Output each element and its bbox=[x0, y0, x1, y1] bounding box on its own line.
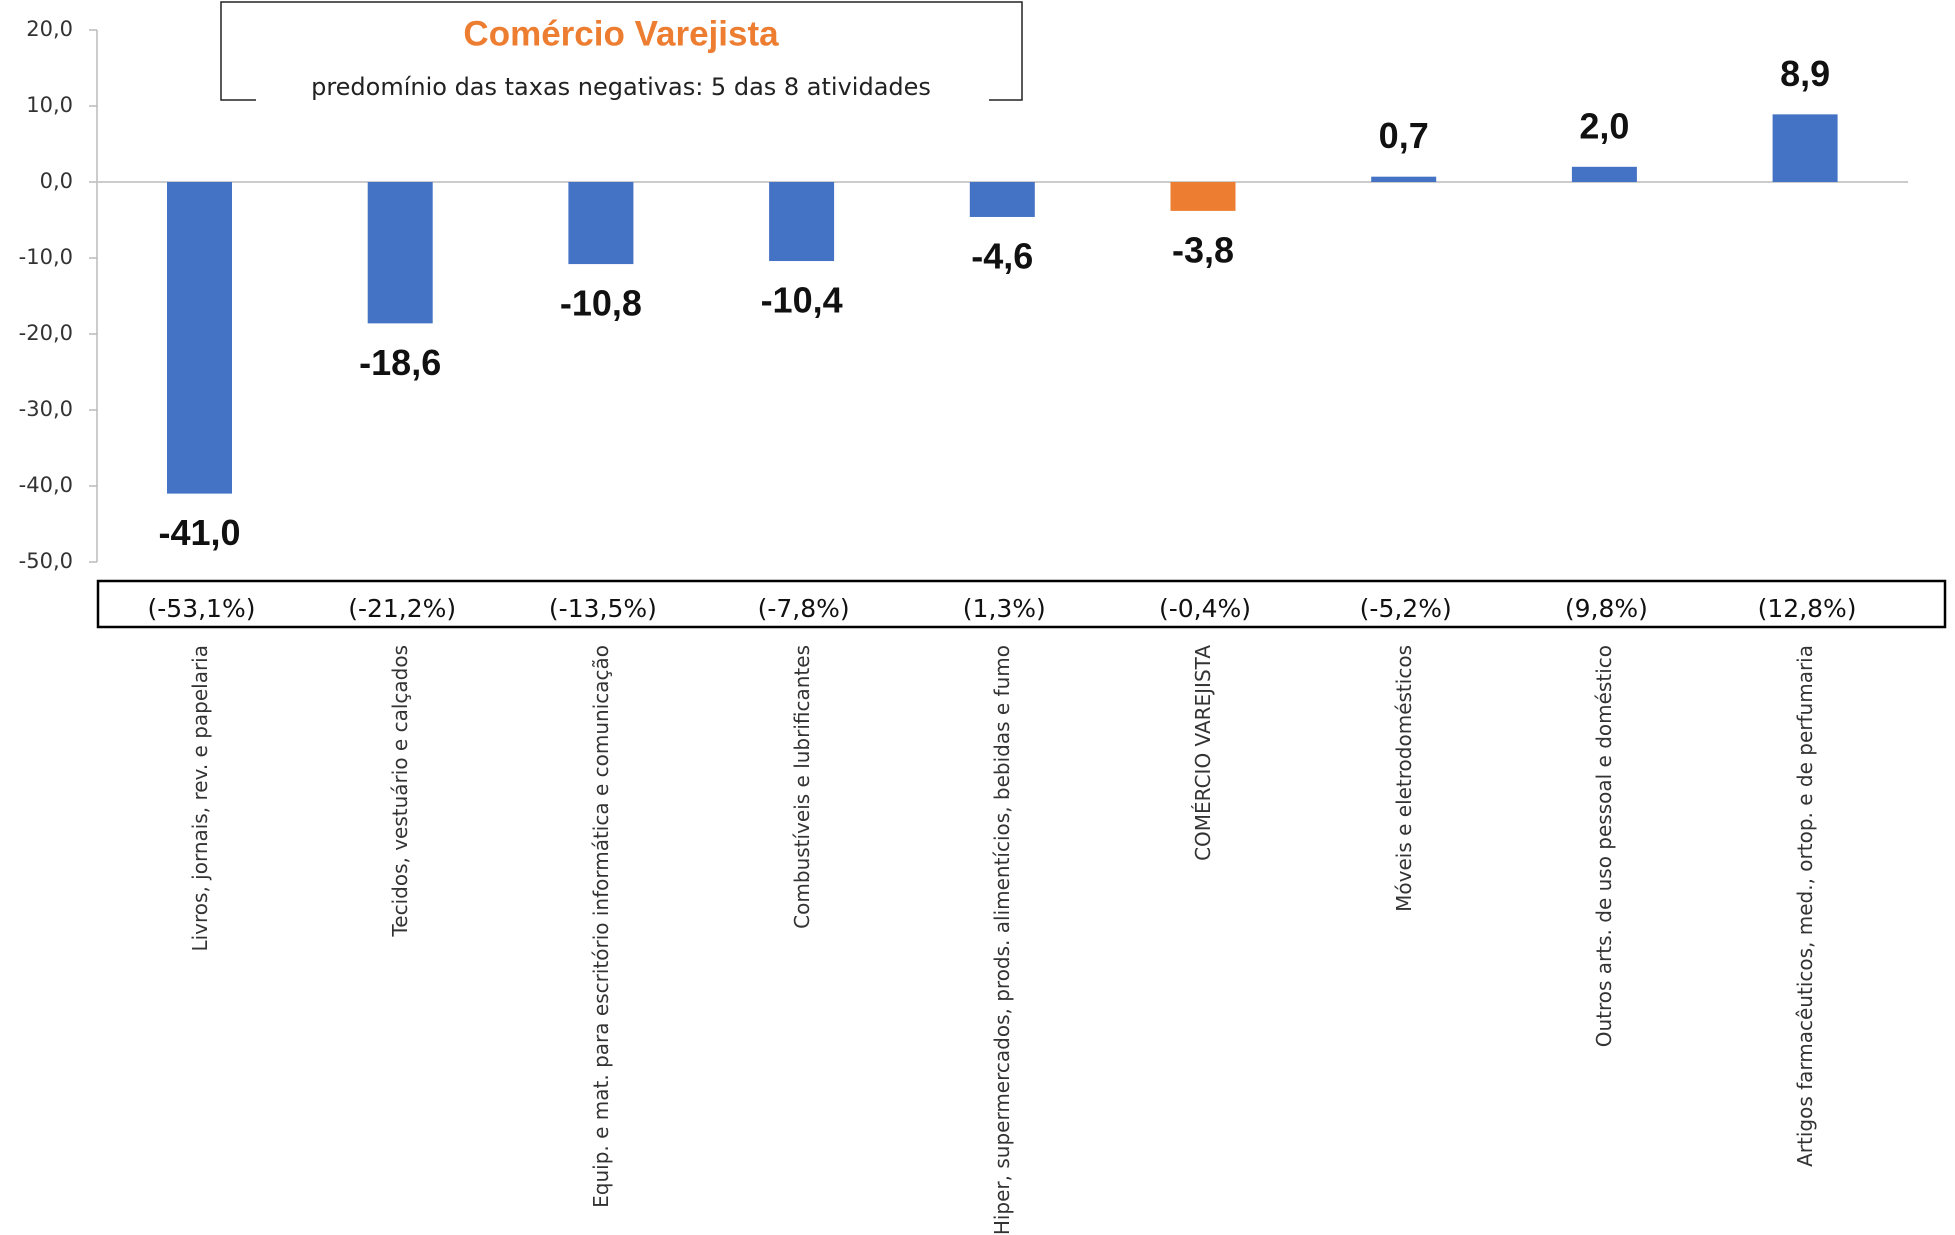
y-tick-label: 0,0 bbox=[40, 169, 73, 193]
category-label: Equip. e mat. para escritório informátic… bbox=[588, 645, 613, 1208]
category-label: Artigos farmacêuticos, med., ortop. e de… bbox=[1793, 645, 1818, 1167]
category-label: Móveis e eletrodomésticos bbox=[1391, 645, 1416, 912]
bar bbox=[969, 182, 1035, 217]
y-tick-label: -30,0 bbox=[19, 397, 73, 421]
rate-label: (1,3%) bbox=[963, 594, 1046, 623]
value-label: -18,6 bbox=[359, 342, 441, 383]
bar bbox=[1571, 166, 1637, 182]
value-label: -41,0 bbox=[158, 512, 240, 553]
y-tick-label: -10,0 bbox=[19, 245, 73, 269]
chart-subtitle: predomínio das taxas negativas: 5 das 8 … bbox=[311, 73, 931, 101]
category-label: Outros arts. de uso pessoal e doméstico bbox=[1592, 645, 1617, 1048]
bar bbox=[1772, 114, 1838, 182]
rate-label: (-21,2%) bbox=[348, 594, 456, 623]
rate-label: (9,8%) bbox=[1565, 594, 1648, 623]
value-label: -4,6 bbox=[971, 235, 1033, 276]
bar bbox=[1371, 176, 1437, 182]
rate-label: (12,8%) bbox=[1758, 594, 1857, 623]
value-label: -3,8 bbox=[1172, 229, 1234, 270]
rate-label: (-7,8%) bbox=[758, 594, 850, 623]
y-tick-label: -50,0 bbox=[19, 549, 73, 573]
category-label: COMÉRCIO VAREJISTA bbox=[1191, 645, 1215, 861]
title-box bbox=[220, 1, 1023, 101]
category-label: Hiper, supermercados, prods. alimentício… bbox=[990, 645, 1015, 1235]
category-label: Tecidos, vestuário e calçados bbox=[388, 645, 413, 937]
rate-label: (-0,4%) bbox=[1159, 594, 1251, 623]
chart-title: Comércio Varejista bbox=[463, 14, 779, 53]
value-label: -10,8 bbox=[560, 283, 642, 324]
value-label: 0,7 bbox=[1379, 115, 1429, 156]
category-label: Combustíveis e lubrificantes bbox=[789, 645, 814, 929]
y-tick-label: 20,0 bbox=[26, 17, 73, 41]
bar bbox=[1170, 182, 1236, 211]
bar bbox=[167, 182, 232, 494]
bar bbox=[568, 182, 634, 265]
rates-box bbox=[96, 579, 1947, 629]
bar bbox=[769, 182, 835, 262]
value-label: -10,4 bbox=[761, 280, 843, 321]
y-tick-label: -20,0 bbox=[19, 321, 73, 345]
category-label: Livros, jornais, rev. e papelaria bbox=[187, 645, 212, 952]
bar bbox=[367, 182, 433, 324]
y-tick-label: -40,0 bbox=[19, 473, 73, 497]
value-label: 8,9 bbox=[1780, 53, 1830, 94]
rate-label: (-5,2%) bbox=[1360, 594, 1452, 623]
y-tick-label: 10,0 bbox=[26, 93, 73, 117]
rate-label: (-13,5%) bbox=[549, 594, 657, 623]
rate-label: (-53,1%) bbox=[148, 594, 256, 623]
value-label: 2,0 bbox=[1579, 105, 1629, 146]
